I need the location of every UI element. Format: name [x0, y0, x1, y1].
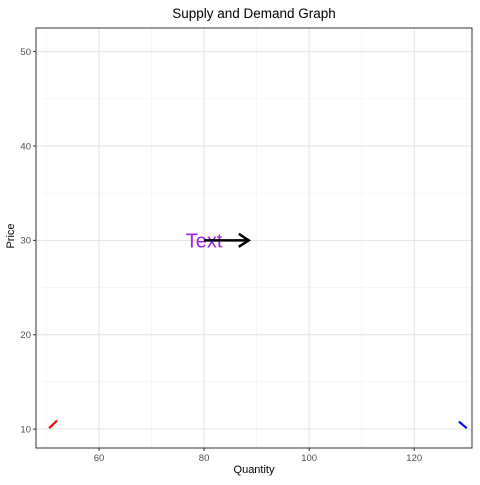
series-line — [48, 419, 58, 429]
x-tick-label: 80 — [199, 453, 210, 464]
chart-title: Supply and Demand Graph — [172, 6, 336, 21]
plot-panel — [36, 28, 472, 448]
axis-ticks: 60 80 100 120 10 20 30 40 50 — [20, 47, 422, 464]
y-tick-label: 10 — [20, 424, 31, 435]
x-axis-title: Quantity — [234, 464, 275, 476]
y-tick-label: 50 — [20, 47, 31, 58]
grid-lines — [36, 28, 472, 448]
x-tick-label: 100 — [301, 453, 317, 464]
annotation-layer: Text — [186, 230, 252, 252]
y-tick-label: 40 — [20, 141, 31, 152]
annotation-arrow-head — [238, 232, 252, 248]
plot-border — [35, 27, 473, 449]
series-layer — [48, 419, 468, 430]
x-tick-label: 60 — [94, 453, 105, 464]
x-tick-label: 120 — [406, 453, 422, 464]
y-tick-label: 30 — [20, 236, 31, 247]
series-line — [458, 420, 468, 430]
y-tick-label: 20 — [20, 330, 31, 341]
y-axis-title: Price — [5, 223, 17, 248]
